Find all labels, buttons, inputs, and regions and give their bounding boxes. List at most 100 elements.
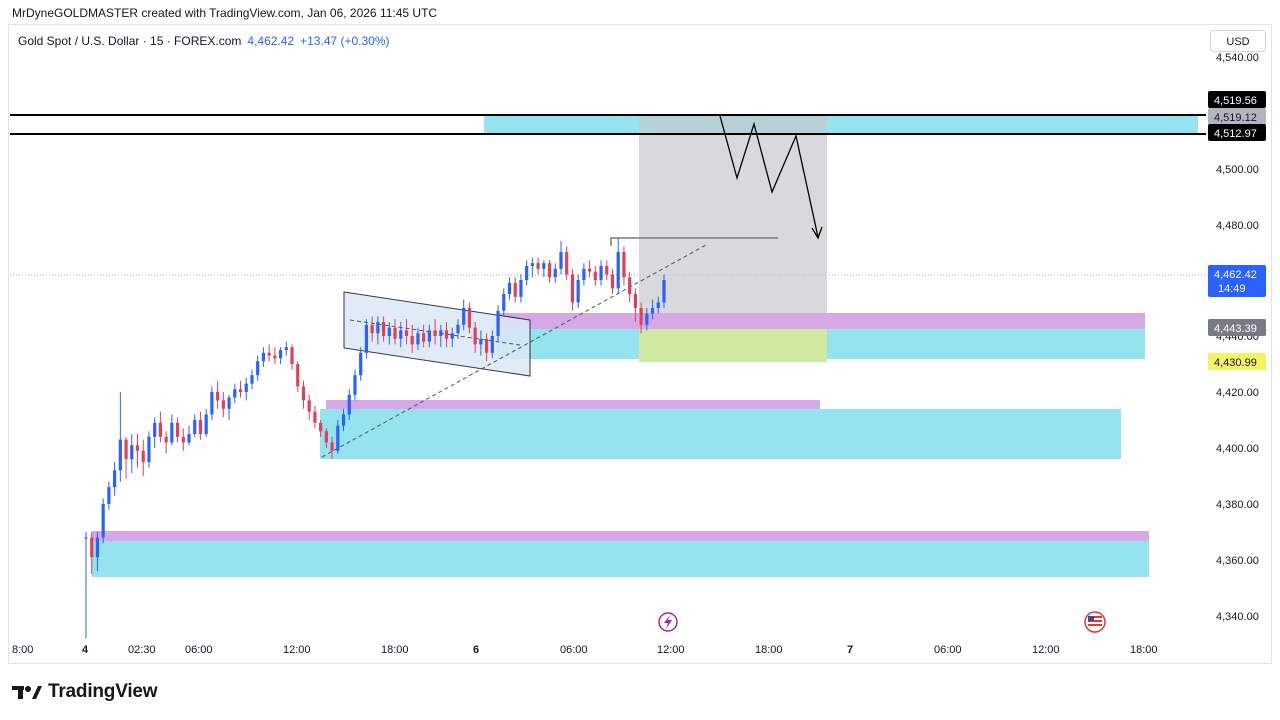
- time-axis[interactable]: 8:00 4 02:30 06:00 12:00 18:00 6 06:00 1…: [12, 644, 1158, 656]
- candles: [84, 238, 666, 639]
- candle-body: [416, 333, 420, 345]
- candle-body: [381, 322, 386, 336]
- candle-body: [444, 330, 449, 339]
- candle-body: [307, 400, 311, 412]
- candle-body: [336, 425, 340, 451]
- candle-body: [502, 294, 506, 311]
- demand-zone-2[interactable]: [320, 409, 1121, 459]
- projection-box[interactable]: [639, 116, 827, 328]
- candle-body: [278, 350, 283, 359]
- candle-body: [359, 352, 363, 376]
- candle-body: [507, 282, 512, 294]
- swing-high-line[interactable]: [610, 237, 778, 246]
- price-axis[interactable]: 4,340.00 4,360.00 4,380.00 4,400.00 4,42…: [1208, 52, 1266, 623]
- level-tag-label: 4,430.99: [1214, 357, 1257, 369]
- currency-button[interactable]: USD: [1210, 30, 1266, 52]
- candle-body: [238, 389, 243, 392]
- level-tag: 4,430.99: [1208, 353, 1266, 370]
- candle-body: [204, 414, 208, 434]
- candle-body: [639, 308, 643, 325]
- time-tick: 12:00: [283, 644, 311, 656]
- trendline[interactable]: [321, 244, 707, 458]
- time-tick: 06:00: [934, 644, 962, 656]
- price-tick: 4,380.00: [1216, 499, 1259, 511]
- candle-body: [610, 274, 615, 289]
- time-tick: 12:00: [1032, 644, 1060, 656]
- demand-zone-3-top[interactable]: [92, 531, 1149, 541]
- candle-body: [410, 336, 414, 345]
- symbol-legend[interactable]: Gold Spot / U.S. Dollar · 15 · FOREX.com…: [18, 34, 390, 48]
- candle-body: [370, 324, 374, 334]
- projection-path[interactable]: [719, 115, 819, 238]
- candle-body: [164, 436, 168, 443]
- lightning-event-icon[interactable]: [658, 612, 678, 632]
- candle-body: [113, 470, 117, 488]
- price-tick: 4,540.00: [1216, 52, 1259, 64]
- candle-body: [324, 431, 328, 443]
- level-tag: 4,519.12: [1208, 108, 1266, 125]
- level-tag: 4,443.39: [1208, 319, 1266, 336]
- candle-body: [267, 352, 271, 356]
- candle-body: [130, 445, 134, 460]
- candle-body: [576, 280, 580, 303]
- candle-body: [519, 280, 523, 297]
- candle-body: [399, 330, 403, 339]
- us-flag-event-icon[interactable]: [1084, 611, 1106, 633]
- candle-body: [433, 330, 437, 336]
- candle-body: [261, 352, 266, 362]
- candle-body: [633, 294, 637, 308]
- candle-body: [353, 375, 357, 395]
- time-tick: 12:00: [657, 644, 685, 656]
- candle-body: [605, 266, 609, 275]
- time-tick: 4: [82, 644, 89, 656]
- candle-body: [656, 302, 660, 308]
- candle-body: [559, 252, 563, 269]
- candle-body: [467, 308, 472, 328]
- candle-body: [284, 347, 288, 350]
- candle-body: [622, 252, 626, 278]
- time-tick: 06:00: [560, 644, 588, 656]
- candle-body: [175, 422, 180, 437]
- candle-body: [364, 324, 369, 353]
- candle-body: [124, 439, 128, 460]
- candle-body: [273, 355, 277, 359]
- level-tag-label: 4,519.12: [1214, 112, 1257, 124]
- supply-zone[interactable]: [484, 116, 1198, 134]
- candle-body: [565, 252, 569, 275]
- candle-body: [496, 310, 500, 336]
- target-box[interactable]: [639, 329, 827, 362]
- demand-zone-3[interactable]: [92, 541, 1149, 577]
- candle-body: [439, 330, 443, 336]
- candle-body: [330, 442, 334, 451]
- level-tag-label: 4,519.56: [1214, 95, 1257, 107]
- candle-body: [290, 347, 294, 364]
- candle-body: [553, 268, 557, 278]
- candle-body: [187, 434, 191, 443]
- candle-body: [570, 274, 575, 303]
- candle-body: [484, 338, 489, 353]
- candle-body: [256, 361, 260, 376]
- candle-body: [582, 268, 586, 280]
- candle-body: [536, 263, 540, 269]
- candle-body: [347, 394, 351, 415]
- price-tick: 4,360.00: [1216, 555, 1259, 567]
- candle-body: [158, 422, 162, 437]
- time-tick: 18:00: [755, 644, 783, 656]
- candle-body: [244, 383, 248, 392]
- candle-body: [181, 436, 185, 443]
- candle-body: [147, 436, 151, 462]
- candle-body: [530, 263, 534, 266]
- candle-body: [221, 400, 225, 409]
- tradingview-wordmark: TradingView: [48, 681, 158, 702]
- chart-frame: [8, 24, 1272, 664]
- candle-body: [490, 336, 494, 353]
- candle-body: [547, 263, 552, 278]
- candle-body: [479, 338, 483, 345]
- bar-countdown: 14:49: [1218, 283, 1246, 295]
- demand-zone-2-top[interactable]: [326, 400, 820, 410]
- demand-zone-1-top[interactable]: [497, 313, 1145, 329]
- projection-arrowhead: [811, 226, 823, 240]
- symbol-last-price: 4,462.42: [247, 34, 295, 48]
- tradingview-logo: TradingView: [12, 681, 158, 703]
